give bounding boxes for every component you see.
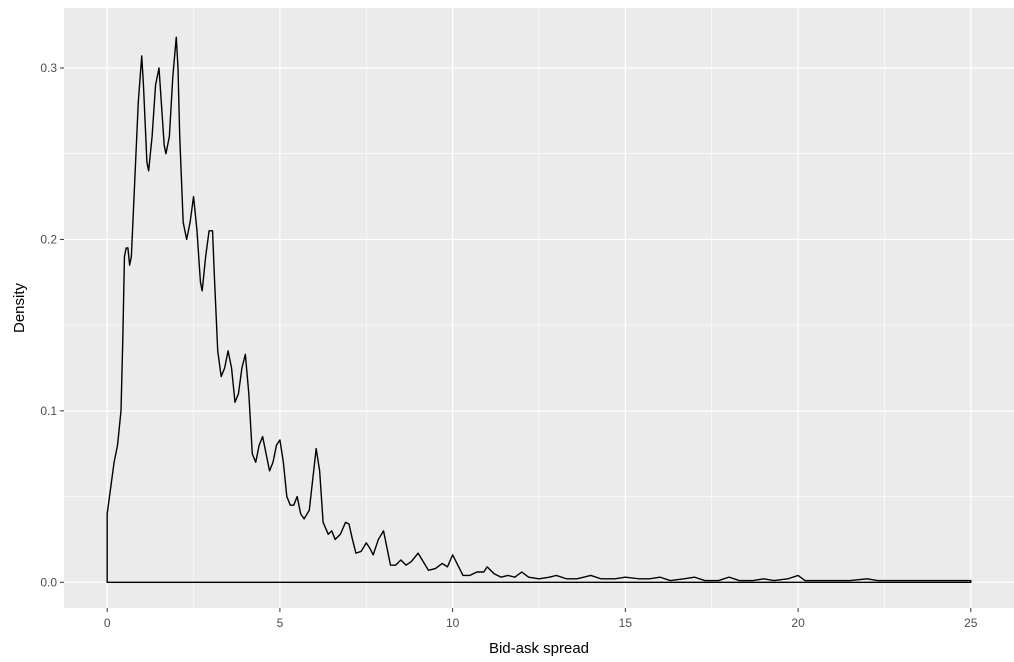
- x-tick-label: 15: [619, 616, 633, 630]
- minor-gridlines: [64, 8, 1014, 608]
- y-tick-label: 0.3: [40, 61, 57, 75]
- x-tick-label: 25: [964, 616, 978, 630]
- y-axis-title: Density: [11, 282, 28, 333]
- x-tick-label: 0: [104, 616, 111, 630]
- y-tick-label: 0.2: [40, 232, 57, 246]
- y-tick-label: 0.0: [40, 575, 57, 589]
- density-line: [106, 36, 972, 583]
- x-tick-label: 20: [791, 616, 805, 630]
- x-axis: 0 5 10 15 20 25: [104, 608, 978, 630]
- y-tick-label: 0.1: [40, 404, 57, 418]
- x-tick-label: 10: [446, 616, 460, 630]
- y-axis: 0.0 0.1 0.2 0.3: [40, 61, 64, 589]
- x-axis-title: Bid-ask spread: [489, 640, 589, 657]
- x-tick-label: 5: [277, 616, 284, 630]
